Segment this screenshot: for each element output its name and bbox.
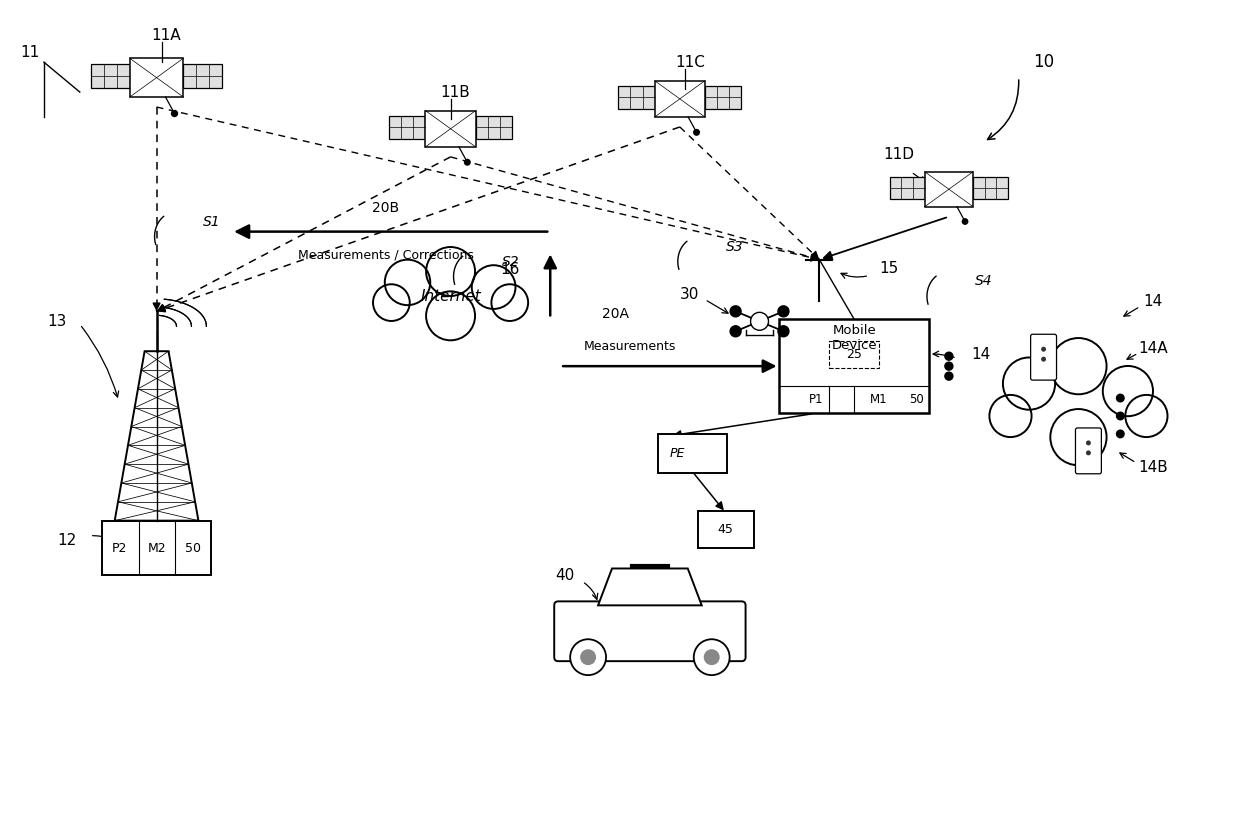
Text: 11D: 11D <box>884 147 915 163</box>
Circle shape <box>570 639 606 675</box>
Text: Measurements: Measurements <box>584 340 676 354</box>
FancyBboxPatch shape <box>102 520 211 576</box>
Text: S2: S2 <box>501 254 520 268</box>
Circle shape <box>730 325 742 337</box>
Text: 25: 25 <box>846 349 862 361</box>
Circle shape <box>945 352 952 360</box>
Text: 14: 14 <box>1143 294 1163 309</box>
Text: 50: 50 <box>909 393 924 406</box>
Text: 11C: 11C <box>675 55 704 69</box>
Text: 16: 16 <box>501 262 520 277</box>
Circle shape <box>1086 450 1091 455</box>
Circle shape <box>777 325 789 337</box>
Polygon shape <box>598 568 702 605</box>
Text: 15: 15 <box>879 261 899 276</box>
Text: 50: 50 <box>186 542 201 554</box>
Polygon shape <box>91 64 130 88</box>
Text: 40: 40 <box>556 568 575 583</box>
Circle shape <box>465 159 470 165</box>
Polygon shape <box>184 64 222 88</box>
FancyBboxPatch shape <box>1075 428 1101 474</box>
Circle shape <box>471 265 516 309</box>
Polygon shape <box>619 86 655 109</box>
Circle shape <box>1116 430 1125 439</box>
Text: Mobile
Device: Mobile Device <box>831 325 877 352</box>
Circle shape <box>945 373 952 380</box>
Circle shape <box>693 130 699 135</box>
Circle shape <box>1102 366 1153 416</box>
Text: S3: S3 <box>725 240 744 254</box>
FancyBboxPatch shape <box>698 510 754 548</box>
Circle shape <box>1003 358 1055 410</box>
Polygon shape <box>389 116 425 139</box>
Circle shape <box>427 292 475 340</box>
Text: 12: 12 <box>57 533 77 548</box>
Text: 45: 45 <box>718 523 734 535</box>
Circle shape <box>962 219 967 224</box>
Circle shape <box>945 362 952 370</box>
Circle shape <box>990 395 1032 437</box>
Polygon shape <box>704 86 742 109</box>
Text: 30: 30 <box>680 287 699 301</box>
Circle shape <box>373 284 409 321</box>
Text: Measurements / Corrections: Measurements / Corrections <box>298 249 474 262</box>
Text: S4: S4 <box>975 274 992 288</box>
Text: 14: 14 <box>971 347 991 362</box>
FancyBboxPatch shape <box>830 341 879 368</box>
Text: M2: M2 <box>148 542 166 554</box>
Circle shape <box>704 649 719 665</box>
Text: Internet: Internet <box>420 289 481 304</box>
Text: 20B: 20B <box>372 201 399 215</box>
Circle shape <box>693 639 729 675</box>
Circle shape <box>1042 357 1047 362</box>
Circle shape <box>1126 395 1168 437</box>
Circle shape <box>1042 347 1047 352</box>
Text: 14B: 14B <box>1138 460 1168 475</box>
FancyBboxPatch shape <box>780 319 929 414</box>
Text: 10: 10 <box>1033 53 1054 71</box>
Circle shape <box>777 306 789 317</box>
FancyBboxPatch shape <box>1013 368 1143 437</box>
Circle shape <box>730 306 742 317</box>
Circle shape <box>491 284 528 321</box>
Text: 11: 11 <box>20 45 40 59</box>
Text: M1: M1 <box>870 393 888 406</box>
Text: S1: S1 <box>202 215 221 229</box>
Text: PE: PE <box>670 447 686 460</box>
Circle shape <box>1116 393 1125 402</box>
Text: P1: P1 <box>808 393 823 406</box>
Text: P2: P2 <box>112 542 128 554</box>
Circle shape <box>1116 411 1125 420</box>
Polygon shape <box>130 58 184 97</box>
Circle shape <box>171 111 177 116</box>
Text: 11B: 11B <box>440 84 470 100</box>
Polygon shape <box>889 177 925 198</box>
Polygon shape <box>973 177 1008 198</box>
Circle shape <box>1050 409 1106 465</box>
Circle shape <box>750 312 769 330</box>
Circle shape <box>384 259 430 305</box>
Polygon shape <box>115 351 198 520</box>
Polygon shape <box>476 116 512 139</box>
Circle shape <box>1050 338 1106 394</box>
Text: 11A: 11A <box>151 28 181 43</box>
Polygon shape <box>425 111 476 147</box>
FancyBboxPatch shape <box>554 601 745 661</box>
FancyBboxPatch shape <box>394 273 507 316</box>
Text: 14A: 14A <box>1138 340 1168 356</box>
Polygon shape <box>655 81 704 117</box>
FancyBboxPatch shape <box>658 434 727 472</box>
Circle shape <box>1086 440 1091 445</box>
Circle shape <box>580 649 596 665</box>
Polygon shape <box>925 172 973 206</box>
Text: 13: 13 <box>47 314 67 329</box>
Circle shape <box>427 247 475 296</box>
FancyBboxPatch shape <box>1030 335 1056 380</box>
Text: 20A: 20A <box>601 307 629 321</box>
